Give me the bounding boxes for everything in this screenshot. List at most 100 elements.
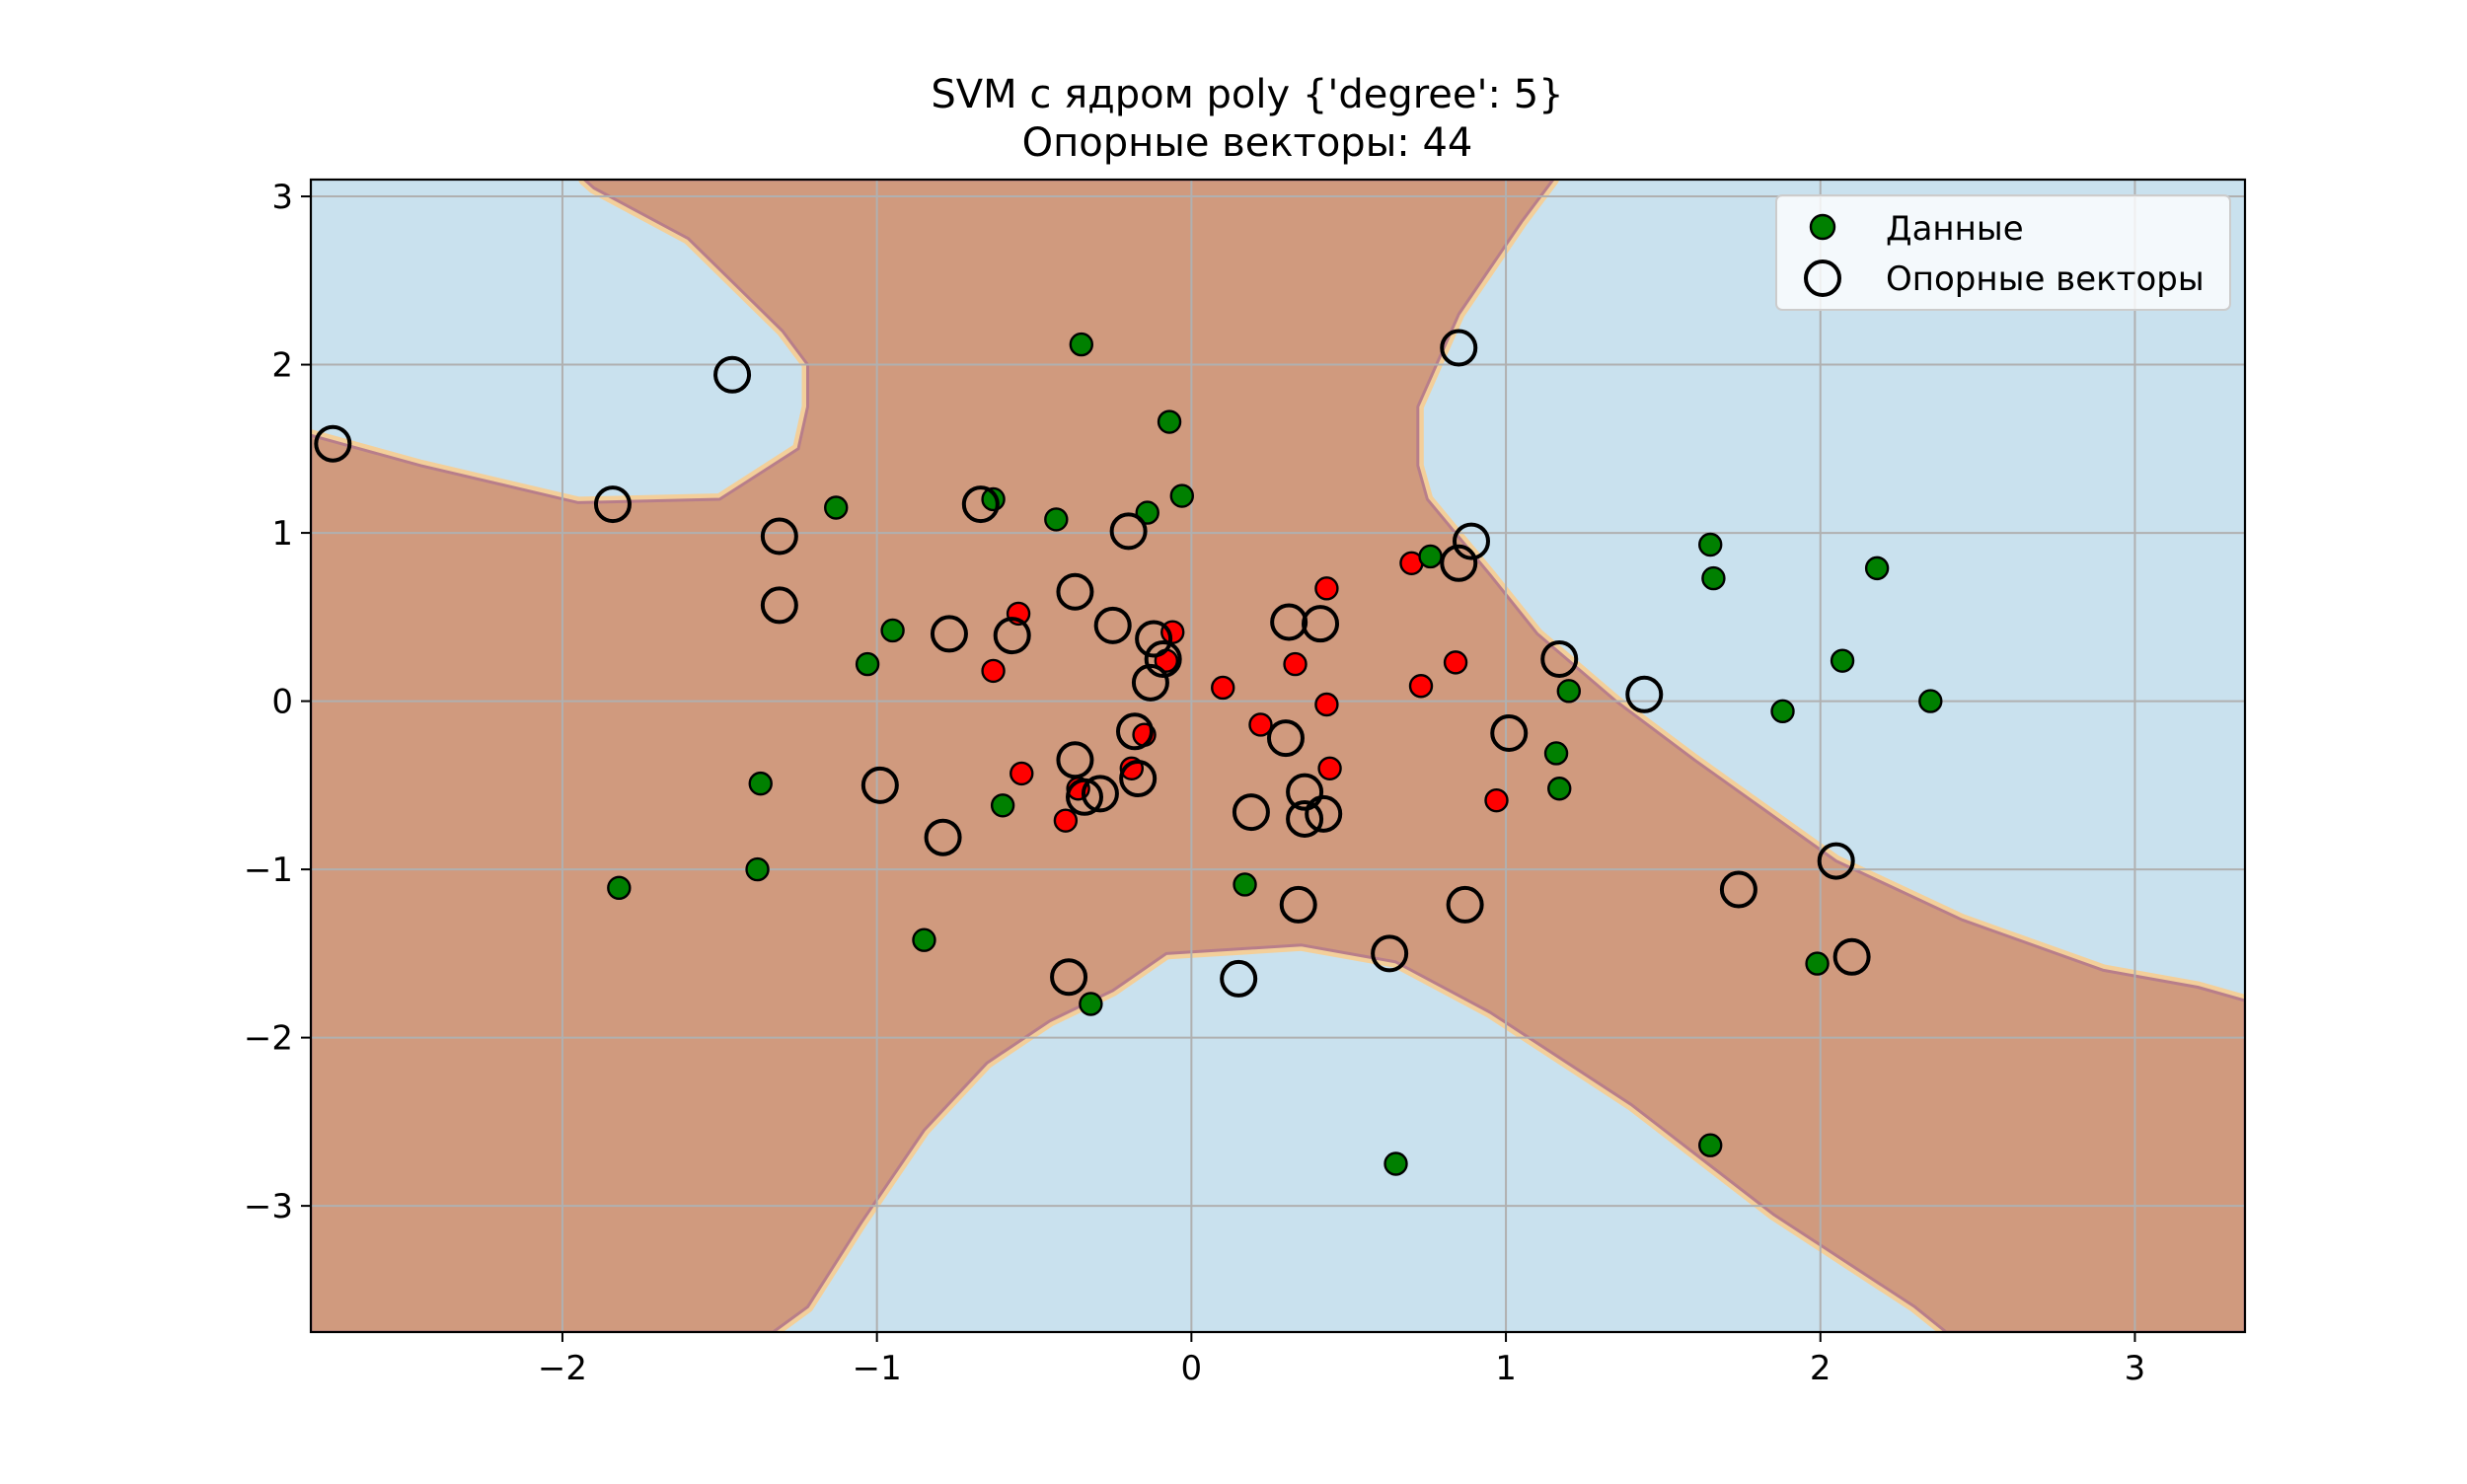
support-vector (1093, 606, 1132, 644)
legend-label-support-vectors: Опорные векторы (1886, 260, 2205, 299)
y-tick-label: 2 (271, 346, 293, 386)
x-tick-label: −1 (853, 1349, 902, 1388)
support-vector (924, 818, 962, 856)
data-point (981, 658, 1006, 684)
support-vector (1540, 639, 1579, 678)
support-vector (1050, 958, 1088, 997)
data-point (1543, 741, 1569, 766)
support-vector (593, 485, 632, 524)
legend-box (1775, 194, 2231, 311)
x-tick-label: −2 (538, 1349, 587, 1388)
support-vector (1232, 793, 1270, 832)
support-vector (1220, 959, 1258, 998)
data-point (1135, 500, 1159, 525)
data-point (1069, 332, 1094, 357)
data-point (745, 856, 770, 882)
y-tick-label: −1 (244, 851, 293, 890)
support-vector (760, 586, 798, 625)
support-vector (1305, 794, 1343, 833)
y-tick-label: −2 (244, 1019, 293, 1059)
y-tick-label: −3 (244, 1187, 293, 1226)
support-vector (1135, 620, 1173, 658)
support-vector (1056, 572, 1094, 611)
data-point (1211, 675, 1235, 701)
support-vector (1446, 885, 1484, 924)
data-point (1314, 692, 1339, 717)
support-vector (713, 355, 752, 394)
data-point (880, 618, 905, 643)
data-point (1805, 951, 1830, 976)
support-vector (1270, 603, 1308, 641)
x-tick-label: 1 (1495, 1349, 1517, 1388)
legend-label-data: Данные (1886, 209, 2024, 249)
data-point (1864, 556, 1890, 581)
support-vector (1832, 937, 1871, 976)
data-point (1009, 761, 1034, 786)
support-vector (1081, 775, 1119, 813)
axis-ticks: −2 −1 0 1 2 3 −3 −2 −1 0 1 2 3 (244, 178, 2145, 1388)
data-point (824, 495, 849, 520)
data-point (1698, 1133, 1723, 1157)
support-vector (1440, 329, 1478, 367)
support-vector (1056, 741, 1094, 779)
support-vector (1286, 799, 1324, 838)
data-point (1169, 483, 1194, 508)
support-vector (1286, 773, 1324, 811)
support-vectors (314, 329, 1871, 998)
legend: Данные Опорные векторы (1775, 194, 2231, 311)
chart-subtitle: Опорные векторы: 44 (1022, 120, 1473, 166)
data-point (1157, 409, 1182, 434)
support-vector (993, 617, 1031, 655)
y-tick-label: 1 (271, 514, 293, 554)
legend-marker-support-vectors (1804, 260, 1841, 297)
support-vector (1625, 675, 1664, 713)
data-point (1053, 808, 1079, 833)
data-point (1918, 689, 1943, 713)
x-tick-label: 2 (1810, 1349, 1832, 1388)
grid (311, 180, 2245, 1332)
support-vector (1817, 842, 1855, 880)
data-point (1314, 576, 1339, 601)
data-point (607, 875, 632, 901)
support-vector (1371, 934, 1409, 973)
support-vector (961, 485, 1000, 524)
support-vector (1490, 713, 1529, 752)
support-vector (760, 517, 798, 556)
support-vector (1115, 712, 1154, 751)
data-point (1830, 648, 1855, 673)
support-vector (1440, 544, 1478, 582)
x-tick-label: 3 (2125, 1349, 2146, 1388)
plot-area (311, 180, 2245, 1332)
support-vector (1453, 522, 1490, 560)
data-point (1418, 544, 1443, 569)
data-point (990, 793, 1015, 818)
data-point (748, 771, 773, 796)
support-vector (1109, 512, 1148, 551)
plot-frame (309, 178, 2247, 1334)
support-vector (1144, 639, 1182, 678)
data-point (912, 928, 936, 952)
support-vector (930, 615, 968, 653)
y-tick-label: 0 (271, 683, 293, 722)
data-point (1547, 777, 1572, 801)
data-point (1383, 1151, 1408, 1176)
support-vector (314, 424, 352, 463)
data-point (1283, 651, 1308, 677)
data-point (1484, 787, 1509, 813)
data-point (1079, 992, 1103, 1016)
support-vector (860, 766, 899, 804)
data-points (607, 332, 1943, 1176)
legend-marker-data (1809, 213, 1836, 241)
data-point (1443, 650, 1468, 675)
y-tick-label: 3 (271, 178, 293, 217)
support-vector (1119, 760, 1158, 798)
data-point (1408, 674, 1434, 699)
support-vector (1131, 663, 1169, 702)
data-point (1044, 507, 1069, 532)
x-tick-label: 0 (1181, 1349, 1203, 1388)
support-vector (1279, 885, 1317, 924)
support-vector (1066, 778, 1103, 816)
data-point (1317, 756, 1342, 780)
